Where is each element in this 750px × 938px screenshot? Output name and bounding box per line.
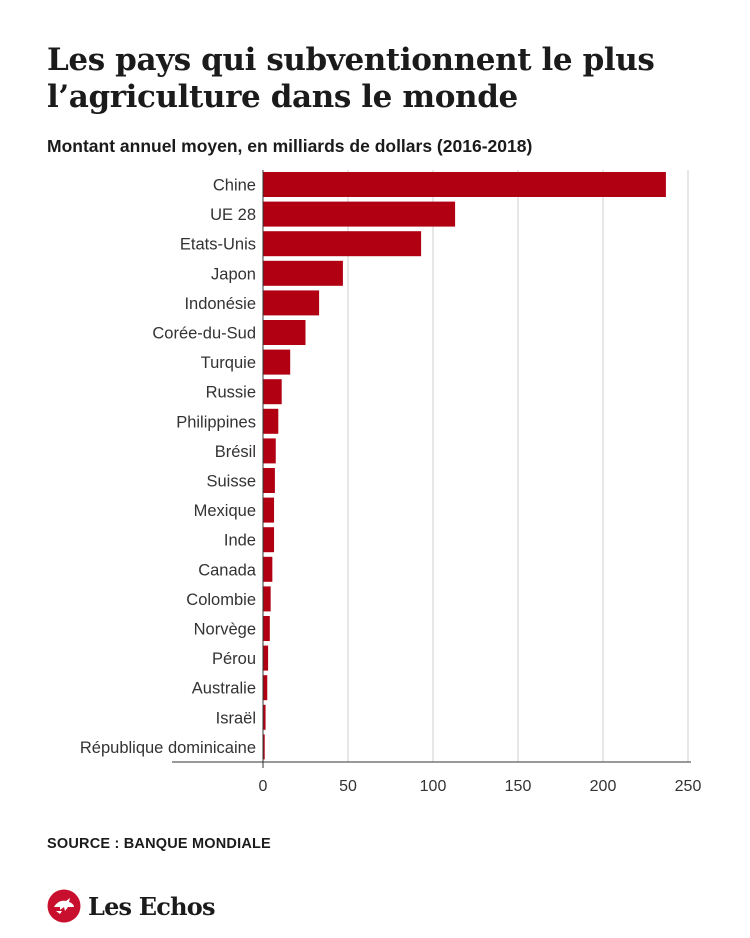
category-label: Turquie [201, 354, 256, 372]
bar [263, 556, 273, 582]
category-label: Indonésie [184, 295, 256, 313]
x-tick-label: 250 [675, 778, 702, 795]
brand-name: Les Echos [88, 891, 215, 921]
category-label: Mexique [194, 502, 256, 520]
x-axis: 0 50 100 150 200 250 [172, 170, 701, 795]
bar [263, 645, 269, 671]
bar [263, 527, 275, 553]
category-label: Etats-Unis [180, 236, 256, 254]
category-label: Inde [224, 532, 256, 550]
les-echos-logo-icon [47, 889, 81, 923]
x-tick-label: 0 [259, 778, 268, 795]
category-label: Philippines [176, 413, 256, 431]
bar [263, 468, 275, 493]
source-note: SOURCE : BANQUE MONDIALE [47, 836, 271, 852]
x-tick-label: 200 [590, 778, 617, 795]
bar [263, 320, 306, 345]
chart-subtitle: Montant annuel moyen, en milliards de do… [47, 136, 533, 156]
x-tick-label: 150 [505, 778, 532, 795]
category-labels: Chine UE 28 Etats-Unis Japon Indonésie Corée-… [80, 177, 257, 757]
category-label: République dominicaine [80, 739, 256, 757]
category-label: Canada [198, 561, 257, 579]
grid-lines [347, 170, 689, 762]
bar [263, 704, 266, 730]
bar [263, 438, 276, 464]
bar [263, 586, 271, 612]
category-label: Corée-du-Sud [152, 325, 256, 343]
x-tick-label: 50 [339, 778, 357, 795]
brand-logo: Les Echos [47, 888, 215, 924]
bar [263, 497, 275, 523]
category-label: Japon [211, 265, 256, 283]
bar [263, 290, 320, 316]
bar-chart: Chine UE 28 Etats-Unis Japon Indonésie Corée-… [80, 170, 701, 795]
category-label: Chine [213, 177, 256, 195]
bar [263, 616, 270, 641]
bar [263, 231, 422, 257]
category-label: Australie [192, 680, 256, 698]
category-label: Russie [206, 384, 256, 402]
bar [263, 349, 291, 375]
x-tick-label: 100 [420, 778, 447, 795]
bar [263, 379, 282, 405]
category-label: Brésil [215, 443, 256, 461]
category-label: UE 28 [210, 206, 256, 224]
bar [263, 675, 268, 701]
category-label: Colombie [186, 591, 256, 609]
category-label: Pérou [212, 650, 256, 668]
bar [263, 734, 265, 760]
category-label: Norvège [194, 621, 256, 639]
chart-title: Les pays qui subventionnent le plus l’ag… [47, 42, 655, 115]
bars [263, 172, 666, 760]
bar [263, 201, 456, 227]
bar [263, 172, 666, 197]
bar [263, 260, 343, 286]
bar [263, 408, 279, 434]
category-label: Israël [216, 709, 256, 727]
category-label: Suisse [206, 473, 256, 491]
